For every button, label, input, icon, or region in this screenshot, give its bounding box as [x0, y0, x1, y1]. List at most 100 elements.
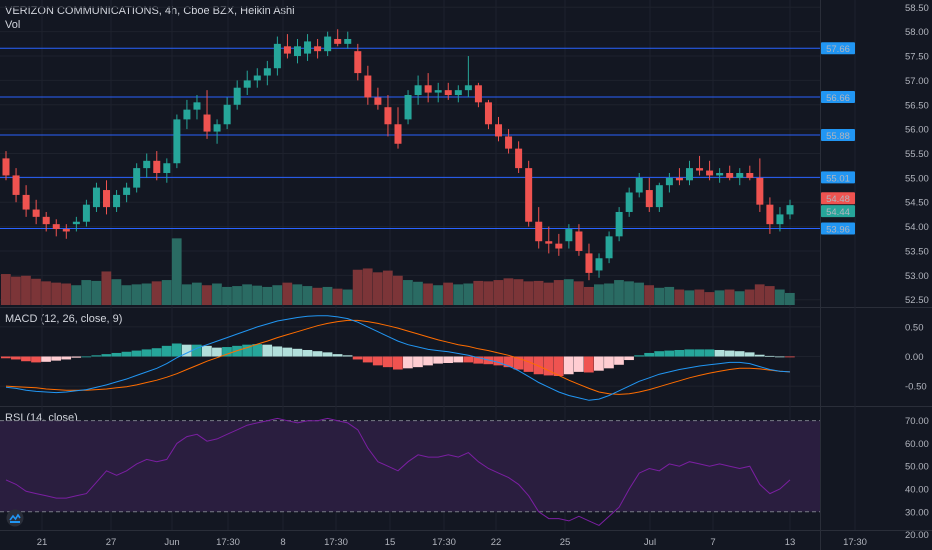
volume-bar	[61, 283, 72, 305]
macd-histogram-bar	[111, 352, 122, 357]
volume-bar	[594, 284, 604, 305]
macd-histogram-bar	[604, 356, 614, 369]
volume-bar	[352, 269, 363, 305]
price-tick-label: 52.50	[905, 295, 929, 306]
candle	[454, 85, 462, 103]
macd-histogram-bar	[181, 344, 192, 357]
chart-title: VERIZON COMMUNICATIONS, 4h, Cboe BZX, He…	[5, 5, 295, 17]
price-tag-label: 55.88	[826, 131, 850, 142]
volume-bar	[634, 282, 644, 305]
candle-body	[263, 68, 271, 76]
macd-histogram-bar	[362, 356, 373, 363]
volume-bar	[744, 289, 755, 305]
price-tick-label: 58.50	[905, 3, 929, 14]
interval-label[interactable]: 4h	[164, 5, 178, 17]
macd-histogram-bar	[222, 347, 232, 357]
candle-body	[92, 187, 100, 208]
price-tag-label: 53.96	[826, 225, 850, 236]
price-tick-label: 53.00	[905, 271, 929, 282]
candle-body	[384, 107, 392, 125]
macd-histogram-bar	[242, 344, 252, 357]
candle-body	[82, 204, 90, 222]
macd-histogram-bar	[543, 356, 554, 376]
volume-bar	[181, 284, 192, 305]
candle	[655, 182, 663, 212]
candle	[314, 38, 322, 59]
candle	[444, 82, 452, 100]
candle	[82, 199, 90, 227]
candle-body	[62, 229, 70, 232]
volume-bar	[31, 278, 41, 305]
volume-bar	[764, 286, 775, 305]
volume-bar	[252, 285, 263, 305]
price-tag	[821, 205, 855, 218]
candle	[32, 199, 40, 225]
candle-body	[495, 124, 503, 137]
candle-body	[133, 168, 141, 188]
volume-bar	[583, 286, 594, 305]
candle-body	[304, 41, 312, 54]
volume-bar	[101, 271, 112, 305]
candle-body	[404, 95, 412, 120]
candle	[605, 231, 613, 264]
time-tick-label: 13	[785, 537, 796, 548]
symbol-name[interactable]: VERIZON COMMUNICATIONS	[5, 5, 159, 17]
volume-bar	[533, 280, 544, 305]
macd-label[interactable]: MACD (12, 26, close, 9)	[5, 313, 123, 325]
price-tick-label: 55.00	[905, 173, 929, 184]
candle-body	[173, 119, 181, 164]
volume-label[interactable]: Vol	[5, 19, 21, 31]
chart-style-label[interactable]: Heikin Ashi	[240, 5, 295, 17]
volume-bar	[41, 281, 51, 305]
macd-histogram-bar	[322, 352, 333, 357]
rsi-tick-label: 50.00	[905, 462, 929, 473]
candle-body	[243, 80, 251, 88]
macd-histogram-bar	[131, 350, 142, 357]
candle	[364, 65, 372, 105]
candle	[384, 95, 392, 137]
candle-body	[675, 177, 683, 181]
volume-bar	[774, 289, 785, 305]
volume-bar	[433, 285, 443, 305]
candle-body	[354, 51, 362, 74]
tradingview-logo-icon[interactable]	[6, 509, 24, 527]
rsi-tick-label: 20.00	[905, 530, 929, 541]
candle-body	[233, 87, 241, 105]
candle-body	[515, 148, 523, 169]
macd-histogram-bar	[634, 355, 644, 357]
price-tag-label: 54.44	[826, 207, 850, 218]
candle-body	[364, 75, 372, 98]
candle-body	[746, 172, 754, 178]
volume-bar	[654, 287, 665, 305]
volume-bar	[403, 280, 413, 305]
candle-body	[766, 204, 774, 225]
candle-body	[706, 170, 714, 176]
candle	[575, 224, 583, 256]
time-tick-label: 27	[106, 537, 117, 548]
volume-bar	[392, 275, 403, 305]
candle	[645, 177, 653, 212]
candle	[424, 73, 432, 103]
candle	[545, 226, 553, 254]
volume-bar	[332, 288, 343, 305]
macd-histogram-bar	[71, 356, 82, 358]
candle	[203, 90, 211, 139]
volume-bar	[382, 270, 393, 305]
price-tick-label: 57.00	[905, 76, 929, 87]
candle	[414, 75, 422, 105]
volume-bar	[312, 287, 323, 305]
candle-body	[525, 168, 533, 222]
candle	[193, 95, 201, 120]
macd-histogram-bar	[121, 351, 132, 357]
candle-body	[615, 211, 623, 237]
candle-body	[484, 102, 492, 125]
candle	[404, 90, 412, 125]
candle	[2, 151, 10, 181]
rsi-tick-label: 60.00	[905, 439, 929, 450]
exchange-label: Cboe BZX	[183, 5, 235, 17]
candle-body	[555, 243, 563, 249]
macd-histogram-bar	[453, 356, 464, 363]
price-tick-label: 56.50	[905, 100, 929, 111]
candle	[334, 29, 342, 47]
